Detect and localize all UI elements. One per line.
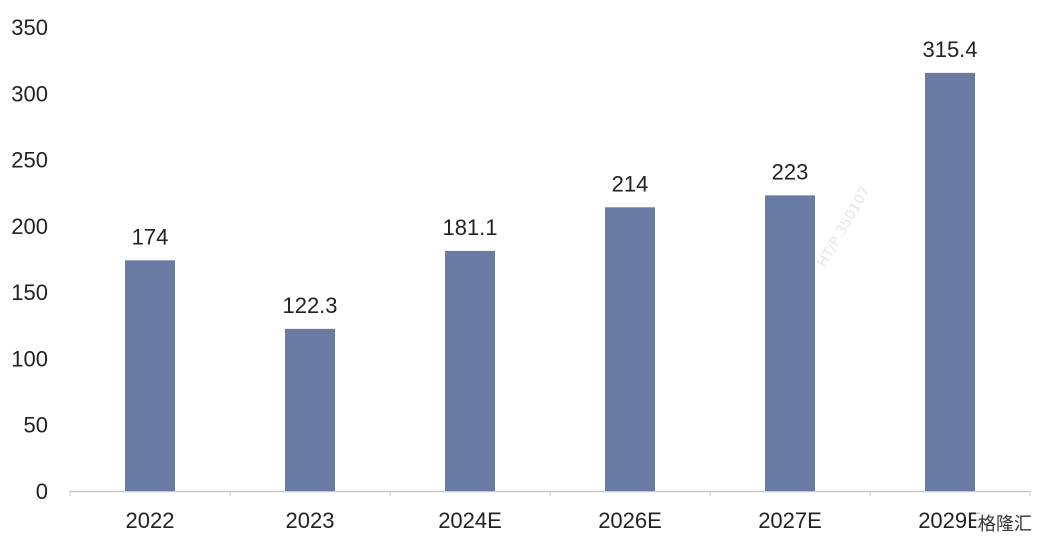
y-tick-label: 200 <box>11 214 48 239</box>
y-tick-label: 0 <box>36 479 48 504</box>
bar <box>285 328 335 491</box>
brand-watermark: 格隆汇 <box>976 510 1034 536</box>
bar-value-label: 214 <box>612 171 649 196</box>
y-tick-label: 50 <box>24 413 48 438</box>
bar-value-label: 174 <box>132 224 169 249</box>
watermark-text: HT/P 350107 <box>815 184 874 270</box>
y-tick-label: 350 <box>11 15 48 40</box>
data-labels: 174 122.3 181.1 214 223 315.4 <box>132 37 978 318</box>
bar <box>445 250 495 491</box>
bar <box>125 260 175 491</box>
bar <box>605 207 655 491</box>
bar-value-label: 223 <box>772 159 809 184</box>
x-tick-label: 2024E <box>438 508 502 533</box>
x-tick-label: 2026E <box>598 508 662 533</box>
x-tick-label: 2029E <box>918 508 982 533</box>
bar-value-label: 315.4 <box>922 37 977 62</box>
bar <box>925 72 975 491</box>
y-tick-label: 300 <box>11 81 48 106</box>
bar-value-label: 181.1 <box>442 215 497 240</box>
x-tick-label: 2027E <box>758 508 822 533</box>
y-tick-label: 100 <box>11 346 48 371</box>
y-tick-label: 150 <box>11 280 48 305</box>
y-axis: 0 50 100 150 200 250 300 350 <box>11 15 48 504</box>
bar <box>765 195 815 491</box>
watermark: HT/P 350107 <box>815 184 874 270</box>
bar-value-label: 122.3 <box>282 293 337 318</box>
y-tick-label: 250 <box>11 148 48 173</box>
x-tick-label: 2022 <box>126 508 175 533</box>
x-tick-label: 2023 <box>286 508 335 533</box>
x-axis: 2022 2023 2024E 2026E 2027E 2029E <box>69 491 1031 533</box>
bar-series <box>125 72 975 491</box>
